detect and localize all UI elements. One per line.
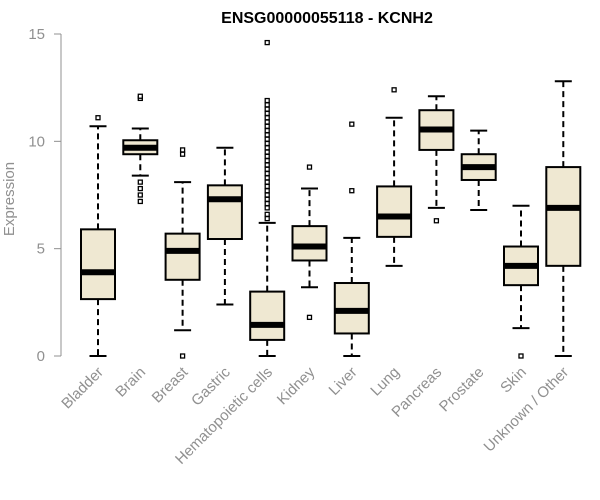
outlier-point: [264, 196, 270, 202]
x-tick-label: Liver: [326, 364, 361, 399]
outlier-point: [264, 153, 270, 160]
box-breast: [164, 147, 201, 359]
chart-title: ENSG00000055118 - KCNH2: [221, 10, 433, 27]
outlier-point: [264, 158, 270, 164]
outlier-point: [137, 179, 143, 185]
iqr-box: [80, 228, 116, 301]
outlier-point: [264, 127, 270, 134]
box-unknown-other: [545, 80, 582, 357]
outlier-point: [264, 192, 270, 198]
y-tick-label: 0: [37, 348, 45, 365]
box-brain: [122, 93, 159, 205]
outlier-point: [391, 87, 397, 93]
box-liver: [333, 121, 370, 357]
outlier-point: [264, 132, 270, 138]
outlier-point: [95, 115, 101, 121]
iqr-box: [376, 185, 413, 238]
outlier-point: [179, 353, 186, 359]
outlier-point: [137, 198, 143, 205]
x-tick-label: Lung: [367, 364, 403, 400]
outlier-point: [349, 188, 355, 194]
box-kidney: [291, 164, 328, 321]
outlier-point: [264, 140, 270, 147]
boxes-group: [80, 39, 582, 359]
outlier-point: [349, 121, 355, 127]
box-bladder: [80, 115, 116, 357]
outlier-point: [137, 185, 143, 192]
y-tick-label: 15: [28, 26, 45, 43]
outlier-point: [433, 218, 440, 224]
outlier-point: [264, 39, 270, 46]
outlier-point: [264, 136, 270, 142]
box-hematopoietic-cells: [249, 39, 286, 357]
y-tick-label: 10: [28, 133, 45, 150]
outlier-point: [264, 119, 270, 125]
box-pancreas: [418, 95, 455, 224]
outlier-point: [518, 353, 524, 359]
box-lung: [376, 87, 413, 267]
outlier-point: [179, 151, 186, 157]
outlier-point: [264, 110, 270, 117]
outlier-point: [264, 149, 270, 155]
outlier-point: [264, 166, 270, 172]
outlier-point: [264, 170, 270, 177]
x-tick-label: Breast: [149, 363, 192, 406]
box-gastric: [206, 146, 243, 306]
box-skin: [503, 204, 539, 359]
y-tick-label: 5: [37, 241, 45, 258]
outlier-point: [264, 211, 270, 217]
outlier-point: [264, 97, 270, 104]
iqr-box: [249, 290, 286, 341]
outlier-point: [264, 183, 270, 190]
box-prostate: [460, 129, 497, 212]
iqr-box: [545, 166, 582, 267]
outlier-point: [179, 147, 186, 153]
y-axis: 0 5 10 15: [28, 26, 62, 365]
outlier-point: [264, 162, 270, 168]
outlier-point: [264, 179, 270, 185]
outlier-point: [306, 164, 313, 170]
x-tick-label: Brain: [112, 364, 149, 401]
outlier-point: [137, 192, 143, 198]
x-tick-label: Prostate: [436, 364, 488, 416]
outlier-point: [264, 123, 270, 129]
x-tick-label: Skin: [497, 364, 530, 397]
iqr-box: [291, 225, 328, 262]
outlier-point: [264, 102, 270, 108]
iqr-box: [206, 184, 243, 241]
outlier-point: [264, 188, 270, 194]
outlier-point: [264, 215, 270, 222]
outlier-point: [264, 115, 270, 121]
outlier-point: [137, 93, 143, 99]
outlier-point: [264, 205, 270, 211]
outlier-point: [264, 106, 270, 112]
x-tick-label: Bladder: [58, 364, 107, 413]
outlier-point: [264, 200, 270, 207]
y-axis-label: Expression: [1, 162, 18, 236]
iqr-box: [164, 232, 201, 281]
outlier-point: [264, 175, 270, 181]
x-tick-label: Kidney: [274, 363, 319, 408]
outlier-point: [264, 145, 270, 151]
outlier-point: [306, 314, 313, 321]
